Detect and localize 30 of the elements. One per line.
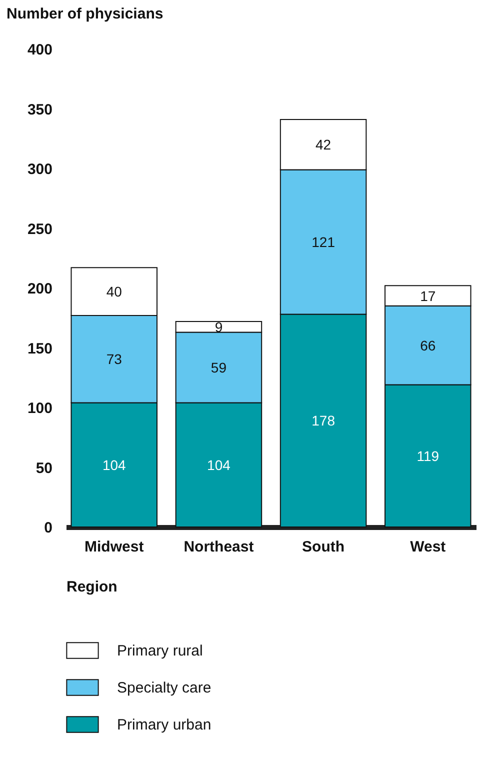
data-label: 178 [312, 412, 336, 429]
data-label: 104 [102, 456, 126, 473]
y-tick-label: 350 [27, 101, 52, 118]
y-tick-label: 300 [27, 161, 52, 178]
legend-label: Primary rural [117, 642, 203, 660]
data-label: 121 [312, 234, 336, 250]
data-label: 17 [420, 288, 436, 304]
y-tick-label: 0 [44, 520, 52, 536]
x-tick-label: West [410, 538, 446, 556]
y-tick-label: 200 [27, 280, 52, 298]
data-label: 9 [214, 318, 223, 335]
y-axis-title: Number of physicians [6, 6, 164, 22]
data-label: 40 [106, 284, 122, 300]
data-label: 42 [316, 136, 332, 153]
x-tick-label: South [302, 538, 345, 556]
legend-label: Specialty care [117, 680, 212, 696]
y-tick-label: 50 [36, 460, 52, 477]
legend-label: Primary urban [117, 716, 212, 734]
data-label: 66 [420, 337, 436, 354]
y-tick-label: 100 [27, 400, 52, 417]
y-tick-label: 150 [27, 340, 52, 358]
data-label: 59 [210, 359, 227, 376]
y-tick-label: 400 [27, 42, 52, 58]
data-label: 119 [416, 448, 440, 464]
x-tick-label: Northeast [184, 538, 254, 556]
y-tick-label: 250 [27, 220, 52, 238]
x-tick-label: Midwest [84, 538, 144, 556]
x-axis-title: Region [66, 578, 118, 596]
data-label: 73 [106, 351, 122, 368]
data-label: 104 [207, 456, 231, 473]
